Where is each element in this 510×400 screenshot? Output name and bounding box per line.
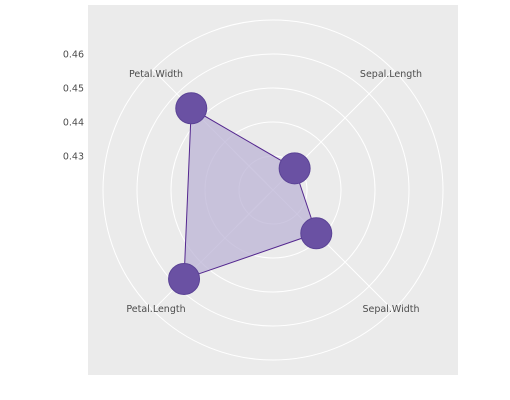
axis-labels: Sepal.Length Sepal.Width Petal.Length Petal… bbox=[126, 69, 422, 315]
radial-tick-labels: 0.43 0.44 0.45 0.46 bbox=[63, 50, 84, 163]
radial-tick-label: 0.45 bbox=[63, 84, 84, 95]
radial-tick-label: 0.43 bbox=[63, 152, 84, 163]
axis-label-petal-length: Petal.Length bbox=[126, 304, 185, 315]
radial-tick-label: 0.46 bbox=[63, 50, 84, 61]
point-sepal-length bbox=[278, 152, 311, 185]
grid-circle bbox=[170, 87, 376, 293]
point-sepal-width bbox=[300, 217, 333, 250]
point-layer bbox=[168, 92, 333, 295]
point-petal-width bbox=[175, 92, 208, 125]
radial-tick-label: 0.44 bbox=[63, 118, 84, 129]
grid-circle bbox=[102, 19, 444, 361]
axis-label-sepal-width: Sepal.Width bbox=[363, 304, 420, 315]
grid-circle bbox=[136, 53, 410, 327]
axis-label-sepal-length: Sepal.Length bbox=[360, 69, 422, 80]
point-petal-length bbox=[168, 262, 201, 295]
axis-label-petal-width: Petal.Width bbox=[129, 69, 183, 80]
